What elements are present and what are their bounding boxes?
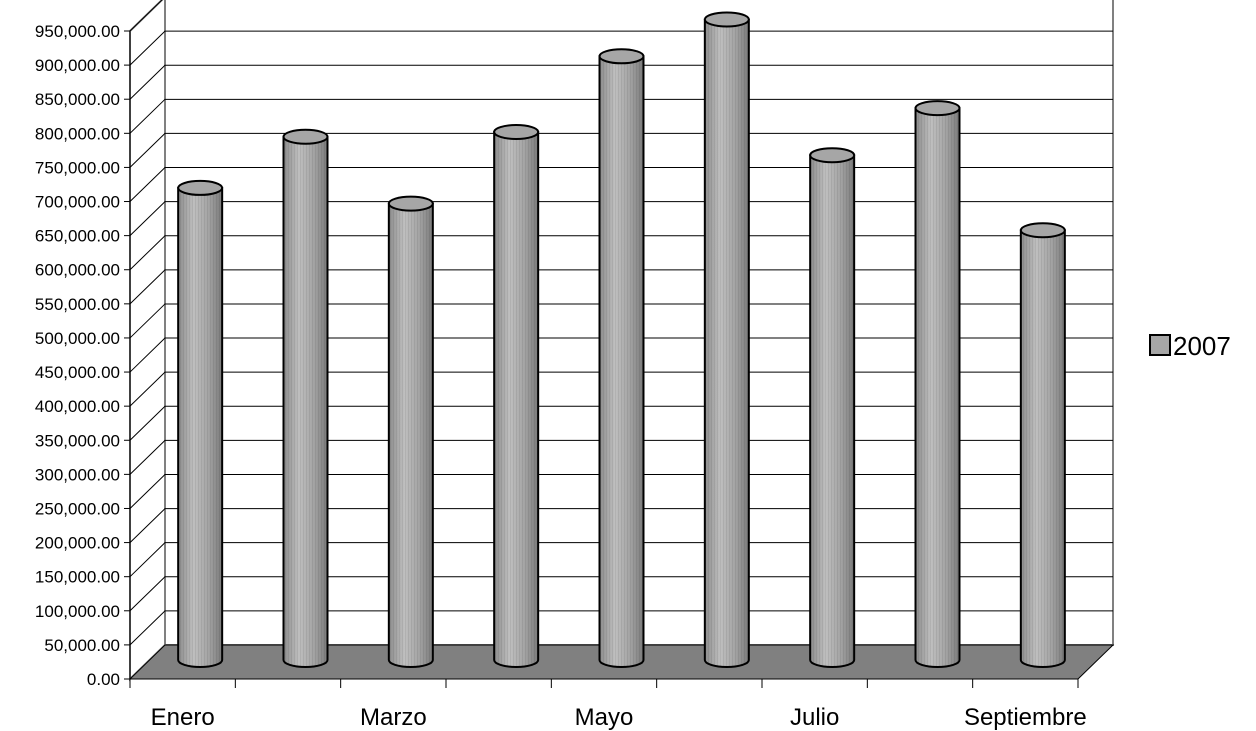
x-tick-label: Mayo [575, 704, 634, 731]
bar-texture [915, 108, 960, 668]
x-axis: Enero Marzo Mayo Julio Septiembre [129, 678, 1087, 731]
legend-swatch [1149, 334, 1171, 356]
gridline [129, 269, 1113, 305]
y-tick-label: 950,000.00 [35, 22, 120, 41]
bar-cylinder [598, 48, 645, 668]
gridline [129, 201, 1113, 236]
bar-top [598, 48, 645, 65]
gridline [129, 30, 1113, 66]
y-tick-label: 0.00 [87, 670, 120, 689]
bar-top [809, 147, 856, 164]
gridline [129, 610, 1113, 646]
y-tick-label: 100,000.00 [35, 602, 120, 621]
y-tick-label: 850,000.00 [35, 90, 120, 109]
bar-texture [599, 56, 644, 668]
y-tick-label: 250,000.00 [35, 499, 120, 518]
y-tick-label: 50,000.00 [44, 636, 120, 655]
x-tick-label: Septiembre [964, 704, 1087, 731]
bar-top [282, 128, 329, 145]
bar-top [703, 11, 750, 28]
bar-top [387, 195, 434, 212]
bar-texture [388, 203, 433, 668]
bars [177, 11, 1066, 668]
bar-texture [494, 132, 539, 667]
bar-top [493, 124, 540, 141]
gridline [129, 576, 1113, 612]
gridline [129, 473, 1113, 509]
bar-top [1019, 222, 1066, 239]
y-tick-label: 900,000.00 [35, 56, 120, 75]
y-axis: 0.00 50,000.00 100,000.00 150,000.00 200,000… [35, 22, 131, 689]
gridline [129, 64, 1113, 100]
gridline [129, 0, 163, 32]
bar-cylinder [809, 147, 856, 668]
legend-label: 2007 [1173, 331, 1231, 361]
bar-texture [1020, 230, 1065, 668]
bar-cylinder [387, 195, 434, 668]
gridline [129, 405, 1113, 441]
gridline [129, 167, 1113, 202]
y-tick-label: 300,000.00 [35, 465, 120, 484]
gridline [129, 439, 1113, 475]
y-tick-label: 350,000.00 [35, 431, 120, 450]
gridline [129, 508, 1113, 543]
bar-cylinder [282, 128, 329, 668]
gridline [129, 235, 1113, 271]
bar-cylinder [493, 124, 540, 668]
y-tick-label: 750,000.00 [35, 158, 120, 177]
y-tick-label: 650,000.00 [35, 227, 120, 246]
bar-texture [810, 155, 855, 668]
x-tick-label: Enero [151, 704, 215, 731]
bar-cylinder [177, 179, 224, 668]
bar-cylinder [1019, 222, 1066, 668]
x-tick-label: Marzo [360, 704, 427, 731]
bar-texture [704, 19, 749, 668]
bar-top [177, 179, 224, 196]
y-tick-label: 500,000.00 [35, 329, 120, 348]
y-tick-label: 800,000.00 [35, 124, 120, 143]
y-tick-label: 550,000.00 [35, 295, 120, 314]
gridline [129, 337, 1113, 373]
gridlines [129, 0, 1113, 646]
gridline [129, 371, 1113, 407]
y-tick-label: 700,000.00 [35, 193, 120, 212]
y-tick-label: 600,000.00 [35, 261, 120, 280]
y-tick-label: 400,000.00 [35, 397, 120, 416]
gridline [129, 132, 1113, 168]
bar-top [914, 100, 961, 117]
gridline [129, 303, 1113, 339]
bar-texture [283, 136, 328, 668]
bar-cylinder [703, 11, 750, 668]
bar-texture [178, 187, 223, 668]
gridline [129, 542, 1113, 578]
side-wall [129, 0, 166, 682]
bar-cylinder [914, 100, 961, 668]
gridline [129, 98, 1113, 134]
legend: 2007 [1149, 331, 1231, 361]
y-tick-label: 450,000.00 [35, 363, 120, 382]
y-tick-label: 150,000.00 [35, 568, 120, 587]
x-tick-label: Julio [790, 704, 839, 731]
y-tick-label: 200,000.00 [35, 534, 120, 553]
